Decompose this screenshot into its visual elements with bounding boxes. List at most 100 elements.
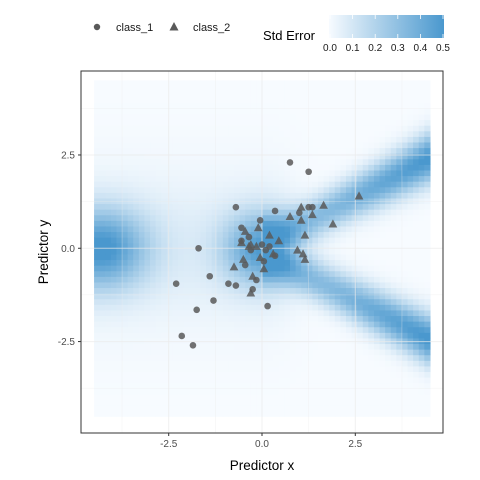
heatmap-cell [373, 186, 381, 193]
heatmap-cell [278, 309, 285, 317]
heatmap-cell [150, 259, 157, 266]
heatmap-cell [379, 354, 386, 361]
heatmap-cell [127, 192, 134, 199]
heatmap-cell [206, 315, 213, 322]
heatmap-cell [334, 97, 341, 104]
heatmap-cell [368, 225, 375, 233]
heatmap-cell [334, 259, 341, 266]
heatmap-cell [245, 186, 252, 193]
heatmap-cell [217, 130, 224, 137]
heatmap-cell [122, 80, 129, 87]
heatmap-cell [284, 119, 291, 126]
heatmap-cell [116, 119, 123, 126]
heatmap-cell [133, 214, 140, 221]
heatmap-cell [317, 119, 325, 126]
heatmap-cell [357, 388, 364, 395]
heatmap-cell [155, 321, 162, 328]
heatmap-cell [317, 304, 325, 311]
heatmap-cell [200, 354, 207, 361]
heatmap-cell [234, 410, 241, 417]
heatmap-cell [122, 253, 129, 261]
heatmap-cell [245, 304, 252, 311]
heatmap-cell [373, 113, 381, 121]
heatmap-cell [217, 281, 224, 289]
heatmap-cell [166, 203, 174, 210]
heatmap-cell [150, 231, 157, 238]
heatmap-cell [178, 382, 185, 389]
heatmap-cell [278, 97, 285, 104]
heatmap-cell [172, 321, 179, 328]
heatmap-cell [200, 388, 207, 395]
heatmap-cell [99, 186, 106, 193]
heatmap-cell [357, 248, 364, 255]
heatmap-cell [396, 164, 403, 171]
heatmap-cell [418, 80, 425, 87]
heatmap-cell [262, 309, 269, 317]
heatmap-cell [245, 393, 252, 401]
heatmap-cell [351, 192, 358, 199]
heatmap-cell [401, 332, 409, 339]
heatmap-cell [424, 276, 431, 283]
heatmap-cell [340, 365, 347, 373]
point-class-1 [193, 306, 200, 314]
heatmap-cell [407, 203, 414, 210]
heatmap-cell [234, 214, 241, 221]
heatmap-cell [250, 119, 257, 126]
heatmap-cell [194, 343, 202, 350]
heatmap-cell [172, 298, 179, 305]
heatmap-cell [206, 181, 213, 188]
heatmap-cell [424, 186, 431, 193]
heatmap-cell [368, 405, 375, 412]
heatmap-cell [122, 360, 129, 367]
heatmap-cell [273, 365, 280, 373]
heatmap-cell [166, 158, 174, 165]
heatmap-cell [334, 186, 341, 193]
heatmap-cell [105, 337, 112, 345]
heatmap-cell [94, 102, 101, 109]
heatmap-cell [161, 253, 168, 261]
heatmap-cell [166, 214, 174, 221]
heatmap-cell [357, 298, 364, 305]
heatmap-cell [250, 91, 257, 98]
heatmap-cell [189, 399, 196, 406]
heatmap-cell [239, 304, 246, 311]
heatmap-cell [166, 354, 174, 361]
heatmap-cell [206, 231, 213, 238]
heatmap-cell [317, 80, 325, 87]
heatmap-cell [273, 108, 280, 115]
heatmap-cell [172, 399, 179, 406]
heatmap-cell [390, 186, 397, 193]
heatmap-cell [267, 169, 274, 177]
heatmap-cell [172, 147, 179, 154]
heatmap-cell [267, 164, 274, 171]
heatmap-cell [385, 354, 392, 361]
heatmap-cell [368, 293, 375, 300]
heatmap-cell [127, 276, 134, 283]
heatmap-cell [278, 80, 285, 87]
heatmap-cell [340, 214, 347, 221]
heatmap-cell [250, 125, 257, 132]
heatmap-cell [228, 119, 235, 126]
heatmap-cell [385, 80, 392, 87]
heatmap-cell [217, 141, 224, 149]
heatmap-cell [183, 181, 190, 188]
heatmap-cell [418, 237, 425, 244]
heatmap-cell [334, 410, 341, 417]
heatmap-cell [228, 388, 235, 395]
heatmap-cell [256, 321, 263, 328]
heatmap-cell [144, 304, 151, 311]
heatmap-cell [396, 136, 403, 143]
heatmap-cell [385, 281, 392, 289]
heatmap-cell [217, 265, 224, 272]
heatmap-cell [122, 153, 129, 160]
heatmap-cell [166, 332, 174, 339]
heatmap-cell [189, 225, 196, 233]
heatmap-cell [133, 343, 140, 350]
heatmap-cell [116, 388, 123, 395]
heatmap-cell [161, 85, 168, 93]
heatmap-cell [172, 108, 179, 115]
heatmap-cell [161, 209, 168, 216]
heatmap-cell [189, 388, 196, 395]
heatmap-cell [256, 337, 263, 345]
heatmap-cell [110, 321, 118, 328]
